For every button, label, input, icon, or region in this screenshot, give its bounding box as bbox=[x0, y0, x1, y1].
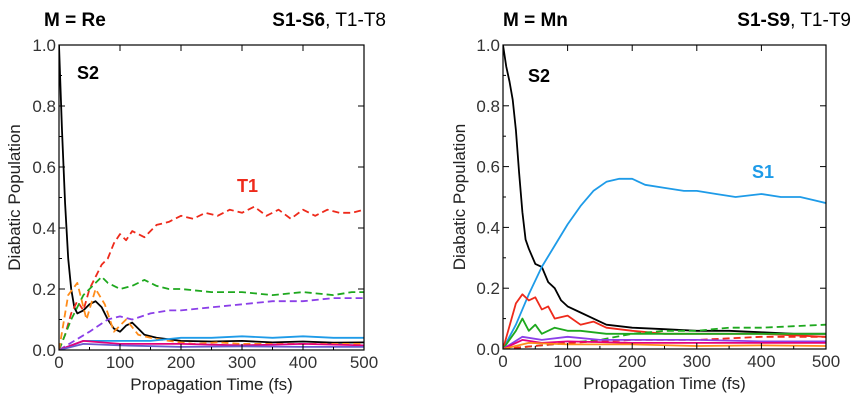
panel2-header-right: S1-S9, T1-T9 bbox=[737, 10, 851, 31]
panel2-series-group bbox=[503, 44, 826, 349]
panel2-series-line-8 bbox=[503, 338, 826, 349]
panel1-ytick-label: 1.0 bbox=[32, 36, 56, 55]
panel1-xtick-label: 400 bbox=[289, 353, 317, 372]
panel1-ytick-label: 0.8 bbox=[32, 97, 56, 116]
panel2-series-line-4 bbox=[503, 317, 826, 349]
panel2-plot: 0 100 200 300 400 500 0.0 0.2 0.4 0.6 0.8 1.0 Propag… bbox=[450, 36, 840, 393]
panel2-xtick-label: 400 bbox=[747, 352, 775, 371]
panel1-header-right-bold: S1-S6 bbox=[272, 10, 325, 31]
panel2-xtick-label: 500 bbox=[812, 352, 840, 371]
panel1-y-axis-label: Diabatic Population bbox=[5, 124, 24, 270]
panel2-ytick-label: 0.8 bbox=[476, 97, 500, 116]
panel1-xtick-label: 100 bbox=[106, 353, 134, 372]
panel1-series-line-7 bbox=[59, 339, 364, 350]
panel1-series-line-3 bbox=[59, 275, 364, 350]
panel1-ytick-label: 0.2 bbox=[32, 280, 56, 299]
panel2-annotation-s1: S1 bbox=[752, 162, 774, 182]
panel2-x-axis-label: Propagation Time (fs) bbox=[583, 374, 746, 393]
panel2-xtick-label: 200 bbox=[618, 352, 646, 371]
panel2-series-line-1 bbox=[503, 44, 826, 335]
panel1-header-left: M = Re bbox=[44, 10, 106, 31]
panel1-header-right-rest: , T1-T8 bbox=[325, 10, 386, 31]
panel1-ytick-label: 0.0 bbox=[32, 341, 56, 360]
panel2-xtick-label: 0 bbox=[498, 352, 507, 371]
panel2-series-line-6 bbox=[503, 335, 826, 349]
panel2-header-left: M = Mn bbox=[503, 10, 568, 31]
panel1-xtick-label: 300 bbox=[228, 353, 256, 372]
panel2-xtick-label: 100 bbox=[553, 352, 581, 371]
panel2-header-right-rest: , T1-T9 bbox=[790, 10, 851, 31]
panel2-ytick-label: 0.4 bbox=[476, 218, 500, 237]
panel2-ytick-label: 0.2 bbox=[476, 279, 500, 298]
panel2-ytick-label: 1.0 bbox=[476, 36, 500, 55]
panel1-xtick-label: 200 bbox=[167, 353, 195, 372]
panel1-x-axis-label: Propagation Time (fs) bbox=[130, 375, 293, 394]
panel2-annotation-s2: S2 bbox=[528, 66, 550, 86]
panel2-y-axis-label: Diabatic Population bbox=[450, 124, 469, 270]
panel2-ytick-label: 0.0 bbox=[476, 340, 500, 359]
panel1-series-line-2 bbox=[59, 205, 364, 350]
panel1-xtick-label: 0 bbox=[54, 353, 63, 372]
panel1-plot: 0 100 200 300 400 500 0.0 0.2 0.4 0.6 0.8 1.0 Propag… bbox=[5, 36, 378, 394]
panel1-xtick-label: 500 bbox=[350, 353, 378, 372]
panel2-xtick-label: 300 bbox=[683, 352, 711, 371]
panel1-header-right: S1-S6, T1-T8 bbox=[272, 10, 386, 31]
panel1-series-group bbox=[59, 44, 364, 350]
panel1-annotation-t1: T1 bbox=[237, 176, 258, 196]
panel1-ytick-label: 0.4 bbox=[32, 219, 56, 238]
panel1-series-line-4 bbox=[59, 297, 364, 350]
panel1-series-line-1 bbox=[59, 44, 364, 344]
panel2-series-line-7 bbox=[503, 335, 826, 349]
panel1-annotation-s2: S2 bbox=[77, 63, 99, 83]
panel2-header-right-bold: S1-S9 bbox=[737, 10, 790, 31]
panel2-ytick-label: 0.6 bbox=[476, 158, 500, 177]
panel2-series-line-2 bbox=[503, 177, 826, 349]
panel1-series-line-6 bbox=[59, 335, 364, 350]
panel1-ytick-label: 0.6 bbox=[32, 158, 56, 177]
